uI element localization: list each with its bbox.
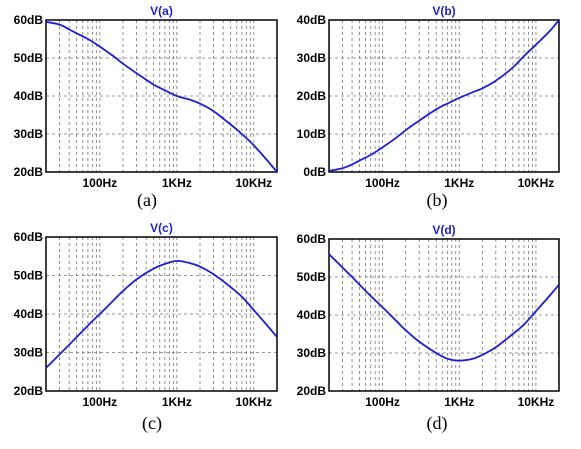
plot-frame xyxy=(45,236,278,392)
y-tick-label: 60dB xyxy=(297,232,327,246)
panel-1: 20dB 30dB 40dB 50dB 60dB 100Hz 1KHz 10KHz V(a) (a… xyxy=(14,4,278,211)
panel-2: 0dB 10dB 20dB 30dB 40dB 100Hz 1KHz 10KHz V(b) (b) xyxy=(297,4,560,211)
x-tick-label: 100Hz xyxy=(82,176,117,190)
plot-frame xyxy=(328,19,560,173)
series-line xyxy=(329,253,559,362)
x-tick-label: 100Hz xyxy=(365,176,400,190)
x-tick-label: 100Hz xyxy=(365,395,400,409)
x-tick-label: 1KHz xyxy=(444,395,474,409)
chart-title: V(c) xyxy=(150,221,173,235)
chart-title: V(d) xyxy=(432,223,455,237)
panel-caption: (b) xyxy=(427,190,448,211)
x-tick-label: 10KHz xyxy=(235,395,272,409)
panel-caption: (a) xyxy=(137,190,157,211)
panel-3: 20dB 30dB 40dB 50dB 60dB 100Hz 1KHz 10KHz V(c) (c… xyxy=(14,221,278,434)
y-tick-label: 40dB xyxy=(14,89,44,103)
x-tick-label: 1KHz xyxy=(162,395,192,409)
y-tick-label: 30dB xyxy=(297,346,327,360)
chart-title: V(b) xyxy=(432,4,455,18)
y-tick-label: 50dB xyxy=(14,269,44,283)
panel-4: 20dB 30dB 40dB 50dB 60dB 100Hz 1KHz 10KHz V(d) (d… xyxy=(297,223,560,434)
y-tick-label: 50dB xyxy=(14,51,44,65)
series-line xyxy=(46,259,277,369)
y-tick-label: 60dB xyxy=(14,13,44,27)
y-tick-label: 30dB xyxy=(14,346,44,360)
y-tick-label: 20dB xyxy=(297,384,327,398)
y-tick-label: 0dB xyxy=(303,165,326,179)
x-tick-label: 10KHz xyxy=(518,395,555,409)
x-tick-label: 10KHz xyxy=(518,176,555,190)
y-tick-label: 40dB xyxy=(297,308,327,322)
y-tick-label: 50dB xyxy=(297,270,327,284)
y-tick-label: 40dB xyxy=(14,307,44,321)
plot-frame xyxy=(45,19,278,173)
chart-title: V(a) xyxy=(150,4,173,18)
series-line xyxy=(46,21,277,172)
y-tick-label: 20dB xyxy=(14,384,44,398)
panel-caption: (d) xyxy=(427,413,448,434)
y-tick-label: 10dB xyxy=(297,127,327,141)
y-tick-label: 60dB xyxy=(14,230,44,244)
plot-frame xyxy=(328,238,560,392)
series-line xyxy=(329,20,559,172)
y-tick-label: 20dB xyxy=(14,165,44,179)
x-tick-label: 1KHz xyxy=(444,176,474,190)
x-tick-label: 1KHz xyxy=(162,176,192,190)
panel-caption: (c) xyxy=(142,413,162,434)
y-tick-label: 40dB xyxy=(297,13,327,27)
x-tick-label: 100Hz xyxy=(82,395,117,409)
y-tick-label: 30dB xyxy=(297,51,327,65)
y-tick-label: 20dB xyxy=(297,89,327,103)
y-tick-label: 30dB xyxy=(14,127,44,141)
x-tick-label: 10KHz xyxy=(235,176,272,190)
